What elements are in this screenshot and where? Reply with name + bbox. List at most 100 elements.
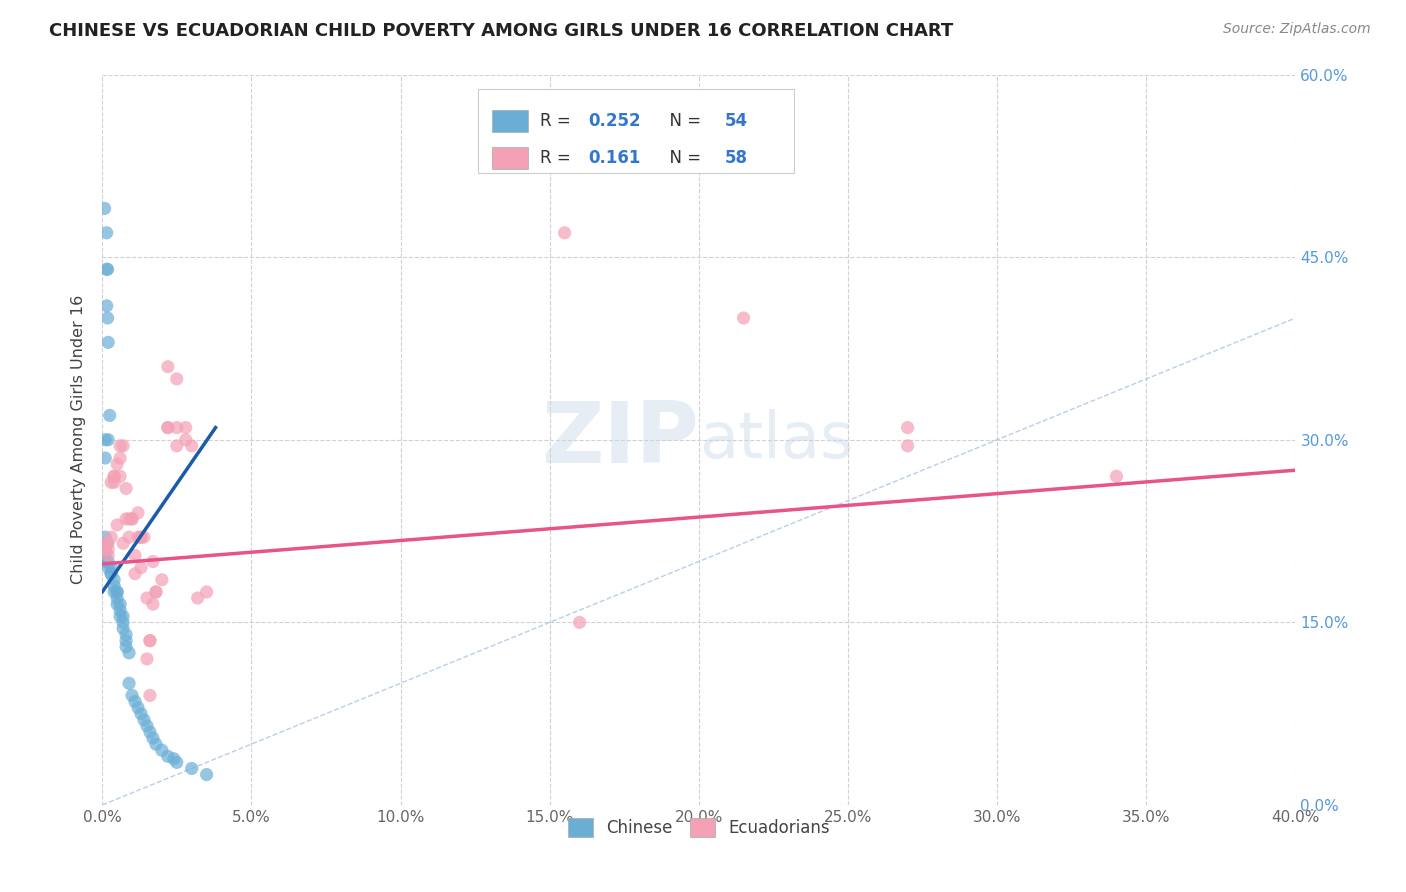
Point [100,530,122,544]
Point [150,743,173,757]
Point [103,579,125,593]
Point [174,420,197,434]
Point [98,409,121,423]
Point [108,603,131,617]
Point [112,439,135,453]
Point [108,439,131,453]
Point [105,597,128,611]
Point [174,433,197,447]
Point [115,512,138,526]
Point [97,549,120,563]
Point [180,439,202,453]
Point [97,560,120,574]
Point [124,549,146,563]
Point [166,756,188,770]
Point [156,359,179,374]
Legend: Chinese, Ecuadorians: Chinese, Ecuadorians [561,812,837,844]
Point [96,299,118,313]
Point [115,640,138,654]
Point [100,475,122,490]
Point [118,530,141,544]
Point [97,554,120,568]
Point [121,512,143,526]
Point [97,542,120,557]
Point [97,335,120,350]
Point [139,633,162,648]
Point [105,585,128,599]
Point [132,530,155,544]
Point [96,226,118,240]
Point [145,585,167,599]
Point [105,585,128,599]
Point [94,542,117,557]
Point [1105,469,1128,483]
Point [94,549,117,563]
Point [897,439,920,453]
Point [94,433,117,447]
Point [100,566,122,581]
Point [112,536,135,550]
Text: 54: 54 [725,112,748,130]
Point [96,262,118,277]
Point [156,420,179,434]
Point [187,591,209,605]
Text: R =: R = [540,112,576,130]
Point [105,518,128,533]
Point [195,585,218,599]
Point [108,609,131,624]
Point [150,573,173,587]
Point [166,439,188,453]
Point [129,706,152,721]
Point [115,627,138,641]
Point [166,420,188,434]
Point [112,609,135,624]
Point [127,506,149,520]
Point [115,482,138,496]
Point [105,591,128,605]
Point [108,597,131,611]
Text: N =: N = [659,112,707,130]
Text: CHINESE VS ECUADORIAN CHILD POVERTY AMONG GIRLS UNDER 16 CORRELATION CHART: CHINESE VS ECUADORIAN CHILD POVERTY AMON… [49,22,953,40]
Point [195,767,218,781]
Point [103,469,125,483]
Point [103,573,125,587]
Text: 0.252: 0.252 [588,112,641,130]
Point [112,622,135,636]
Point [124,566,146,581]
Point [97,311,120,326]
Point [96,536,118,550]
Point [97,262,120,277]
Y-axis label: Child Poverty Among Girls Under 16: Child Poverty Among Girls Under 16 [72,295,86,584]
Point [180,762,202,776]
Point [139,725,162,739]
FancyBboxPatch shape [492,147,529,169]
Point [127,700,149,714]
Point [733,311,755,326]
Point [145,737,167,751]
Point [118,646,141,660]
Point [554,226,576,240]
Point [100,560,122,574]
Text: 58: 58 [725,149,748,167]
Point [108,469,131,483]
Point [97,433,120,447]
Point [142,731,165,745]
Point [121,689,143,703]
Point [94,554,117,568]
Point [105,457,128,471]
Point [108,450,131,465]
Point [103,585,125,599]
Point [132,713,155,727]
Point [139,689,162,703]
Point [103,469,125,483]
Point [97,536,120,550]
Point [163,752,186,766]
Point [142,554,165,568]
Point [568,615,591,630]
Point [136,652,159,666]
Text: atlas: atlas [699,409,853,471]
Point [129,530,152,544]
Text: 0.161: 0.161 [588,149,640,167]
Point [145,585,167,599]
Point [112,615,135,630]
